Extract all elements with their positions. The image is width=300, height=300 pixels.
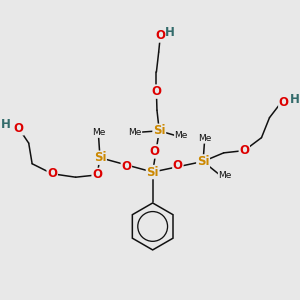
Text: O: O xyxy=(121,160,131,173)
Text: Me: Me xyxy=(218,171,232,180)
Text: O: O xyxy=(239,144,249,157)
Text: Si: Si xyxy=(146,166,159,178)
Text: Si: Si xyxy=(153,124,166,137)
Text: Si: Si xyxy=(197,155,209,168)
Text: Me: Me xyxy=(128,128,142,137)
Text: H: H xyxy=(1,118,11,131)
Text: O: O xyxy=(14,122,24,135)
Text: O: O xyxy=(152,85,161,98)
Text: Si: Si xyxy=(94,151,106,164)
Text: Me: Me xyxy=(92,128,105,137)
Text: O: O xyxy=(92,168,102,182)
Text: Me: Me xyxy=(175,131,188,140)
Text: O: O xyxy=(149,145,160,158)
Text: H: H xyxy=(165,26,175,39)
Text: O: O xyxy=(47,167,57,180)
Text: O: O xyxy=(173,159,183,172)
Text: O: O xyxy=(279,96,289,109)
Text: H: H xyxy=(290,93,300,106)
Text: O: O xyxy=(155,29,165,42)
Text: Me: Me xyxy=(198,134,211,143)
